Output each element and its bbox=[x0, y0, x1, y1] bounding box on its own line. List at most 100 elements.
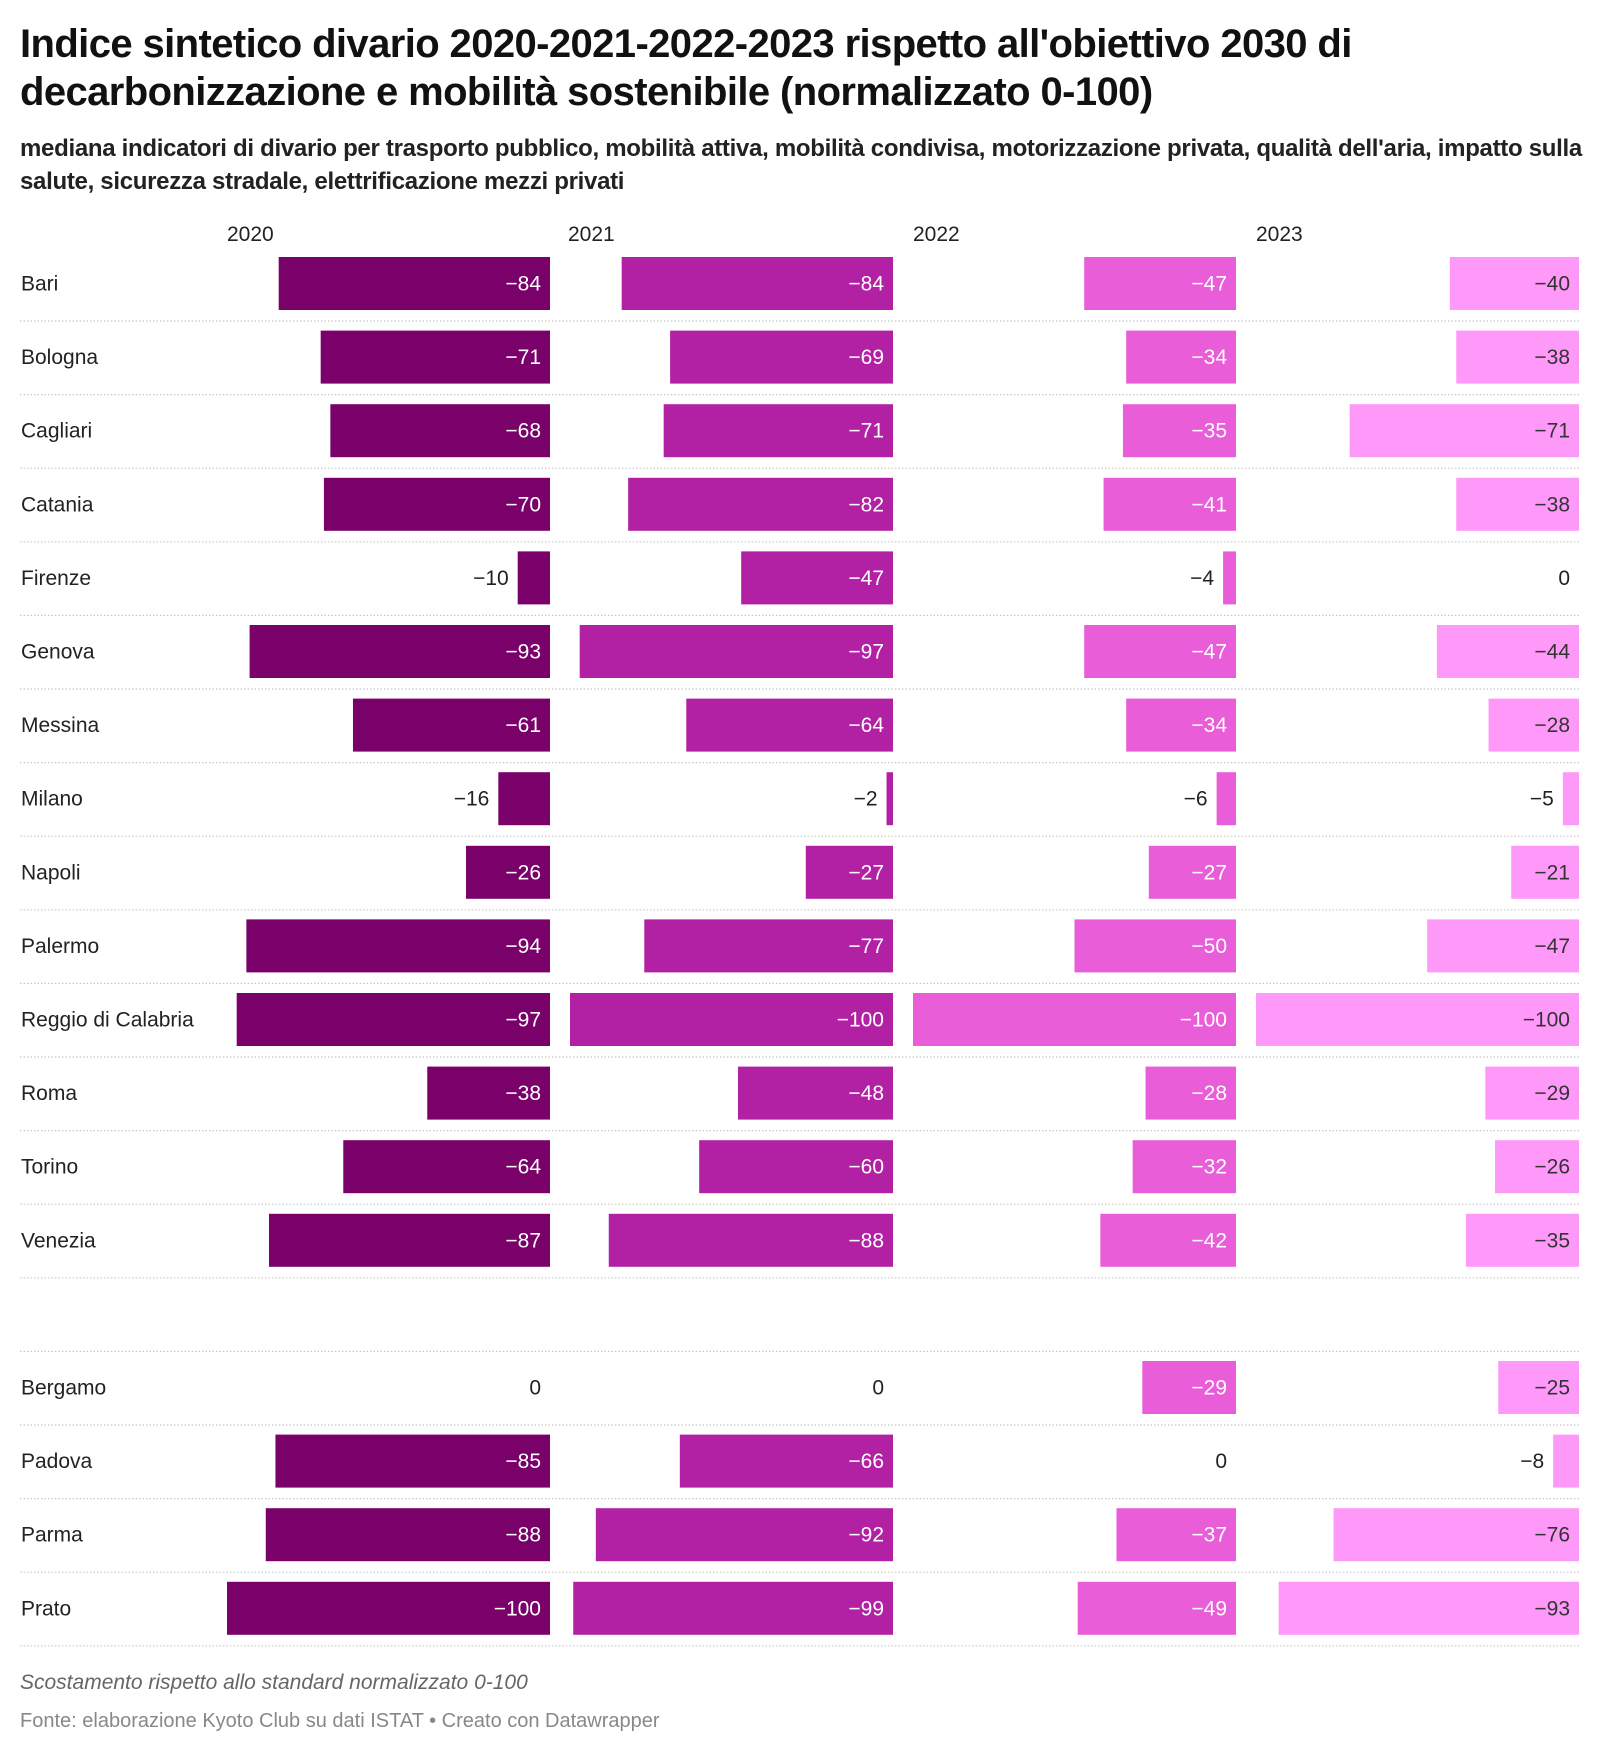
value-label-2023: −5 bbox=[1530, 788, 1554, 811]
bar-2021 bbox=[579, 625, 893, 678]
category-label: Catania bbox=[21, 493, 94, 516]
bar-2020 bbox=[227, 1581, 550, 1635]
value-label-2021: −82 bbox=[848, 493, 884, 516]
bar-2021 bbox=[644, 919, 893, 973]
chart-subtitle: mediana indicatori di divario per traspo… bbox=[20, 135, 1582, 195]
value-label-2020: −64 bbox=[505, 1156, 541, 1179]
value-label-2022: −27 bbox=[1191, 861, 1227, 884]
bar-2022 bbox=[1216, 772, 1236, 826]
category-label: Bari bbox=[21, 273, 58, 296]
value-label-2020: −26 bbox=[505, 861, 541, 884]
value-label-2020: −38 bbox=[505, 1082, 541, 1105]
bar-2020 bbox=[517, 551, 550, 605]
bar-2020 bbox=[352, 698, 550, 752]
value-label-2020: −61 bbox=[505, 714, 541, 737]
value-label-2023: 0 bbox=[1558, 567, 1570, 590]
bar-2022 bbox=[1142, 1361, 1236, 1414]
bar-2023 bbox=[1465, 1213, 1579, 1267]
bar-2022 bbox=[1126, 698, 1236, 752]
bar-2021 bbox=[663, 404, 893, 458]
value-label-2021: −97 bbox=[848, 641, 884, 664]
bar-2021 bbox=[621, 257, 893, 310]
bar-2023 bbox=[1449, 257, 1579, 310]
value-label-2022: −34 bbox=[1191, 714, 1227, 737]
category-label: Milano bbox=[21, 788, 83, 811]
chart-source: Fonte: elaborazione Kyoto Club su dati I… bbox=[20, 1710, 660, 1732]
value-label-2023: −29 bbox=[1534, 1082, 1570, 1105]
bar-2023 bbox=[1256, 993, 1579, 1046]
category-label: Napoli bbox=[21, 861, 81, 884]
category-label: Bologna bbox=[21, 346, 98, 369]
value-label-2023: −44 bbox=[1534, 641, 1570, 664]
bar-2020 bbox=[246, 919, 550, 973]
bar-2021 bbox=[886, 772, 893, 826]
value-label-2022: −47 bbox=[1191, 273, 1227, 296]
bar-2021 bbox=[679, 1434, 893, 1488]
bar-2022 bbox=[1126, 330, 1236, 384]
value-label-2020: −68 bbox=[505, 420, 541, 443]
value-label-2023: −76 bbox=[1534, 1524, 1570, 1547]
value-label-2020: −70 bbox=[505, 493, 541, 516]
bar-2020 bbox=[343, 1140, 550, 1194]
bar-2021 bbox=[737, 1066, 893, 1120]
category-label: Reggio di Calabria bbox=[21, 1009, 194, 1032]
bar-2020 bbox=[330, 404, 550, 458]
chart-title: Indice sintetico divario 2020-2021-2022-… bbox=[20, 22, 1352, 114]
value-label-2020: −71 bbox=[505, 346, 541, 369]
bar-2021 bbox=[573, 1581, 893, 1635]
value-label-2021: −48 bbox=[848, 1082, 884, 1105]
value-label-2021: −66 bbox=[848, 1450, 884, 1473]
value-label-2021: −100 bbox=[837, 1009, 884, 1032]
value-label-2020: −97 bbox=[505, 1009, 541, 1032]
category-label: Parma bbox=[21, 1524, 83, 1547]
value-label-2022: −6 bbox=[1184, 788, 1208, 811]
bar-2020 bbox=[323, 477, 550, 531]
category-label: Venezia bbox=[21, 1229, 96, 1252]
chart-note: Scostamento rispetto allo standard norma… bbox=[20, 1671, 528, 1694]
bar-2022 bbox=[1074, 919, 1236, 973]
bar-2023 bbox=[1553, 1434, 1579, 1488]
bar-2020 bbox=[278, 257, 550, 310]
value-label-2021: −69 bbox=[848, 346, 884, 369]
bar-2023 bbox=[1436, 625, 1579, 678]
value-label-2020: 0 bbox=[529, 1377, 541, 1400]
column-header-2020: 2020 bbox=[227, 223, 274, 246]
value-label-2020: −93 bbox=[505, 641, 541, 664]
bar-2023 bbox=[1333, 1508, 1579, 1562]
bar-2022 bbox=[1122, 404, 1236, 458]
value-label-2023: −8 bbox=[1520, 1450, 1544, 1473]
value-label-2020: −10 bbox=[473, 567, 509, 590]
bar-2022 bbox=[1132, 1140, 1236, 1194]
bar-2023 bbox=[1485, 1066, 1579, 1120]
bar-2023 bbox=[1278, 1581, 1579, 1635]
value-label-2021: −99 bbox=[848, 1597, 884, 1620]
bar-2020 bbox=[268, 1213, 550, 1267]
category-label: Padova bbox=[21, 1450, 93, 1473]
value-label-2020: −84 bbox=[505, 273, 541, 296]
bar-2023 bbox=[1495, 1140, 1579, 1194]
value-label-2023: −38 bbox=[1534, 346, 1570, 369]
value-label-2023: −35 bbox=[1534, 1229, 1570, 1252]
bar-2020 bbox=[249, 625, 551, 678]
bar-2023 bbox=[1349, 404, 1579, 458]
value-label-2021: −77 bbox=[848, 935, 884, 958]
value-label-2022: 0 bbox=[1215, 1450, 1227, 1473]
value-label-2023: −25 bbox=[1534, 1377, 1570, 1400]
bar-2021 bbox=[595, 1508, 893, 1562]
category-label: Bergamo bbox=[21, 1377, 106, 1400]
column-header-2022: 2022 bbox=[913, 223, 960, 246]
bar-2023 bbox=[1456, 330, 1579, 384]
bar-2020 bbox=[236, 993, 550, 1046]
value-label-2021: −64 bbox=[848, 714, 884, 737]
bar-2022 bbox=[1100, 1213, 1236, 1267]
value-label-2021: −84 bbox=[848, 273, 884, 296]
value-label-2022: −28 bbox=[1191, 1082, 1227, 1105]
value-label-2021: −47 bbox=[848, 567, 884, 590]
value-label-2021: −60 bbox=[848, 1156, 884, 1179]
value-label-2023: −38 bbox=[1534, 493, 1570, 516]
value-label-2020: −100 bbox=[494, 1597, 541, 1620]
value-label-2023: −93 bbox=[1534, 1597, 1570, 1620]
value-label-2023: −40 bbox=[1534, 273, 1570, 296]
bar-2021 bbox=[805, 845, 893, 899]
value-label-2022: −42 bbox=[1191, 1229, 1227, 1252]
